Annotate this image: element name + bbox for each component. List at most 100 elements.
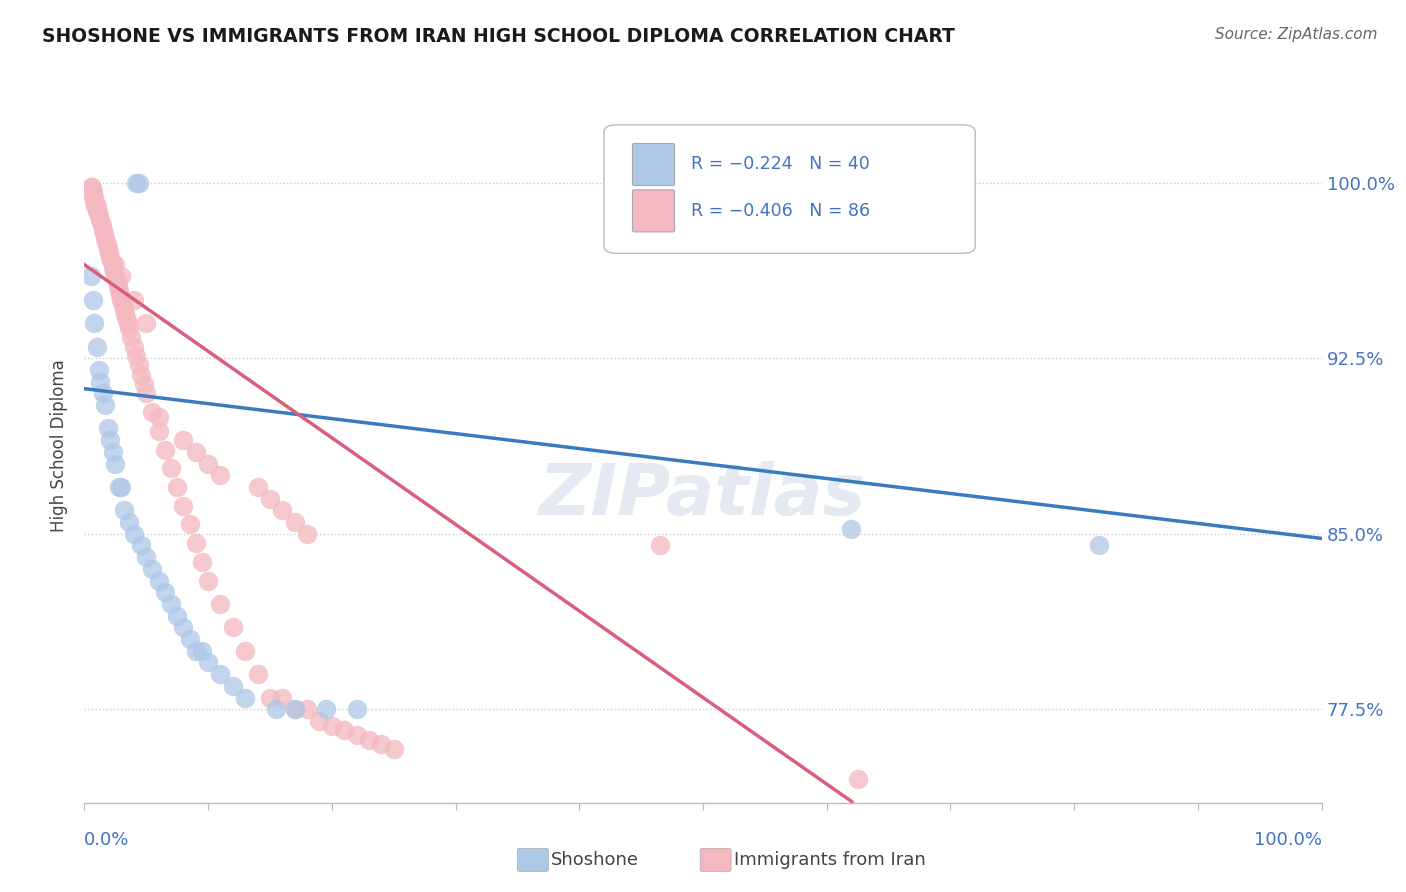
Point	[89, 209, 111, 223]
Point	[118, 515, 141, 529]
Point	[135, 316, 157, 330]
Point	[91, 386, 114, 401]
Point	[83, 316, 105, 330]
Point	[846, 772, 869, 787]
Point	[648, 538, 671, 552]
Text: Source: ZipAtlas.com: Source: ZipAtlas.com	[1215, 27, 1378, 42]
Point	[141, 562, 163, 576]
Point	[110, 293, 132, 307]
Point	[91, 222, 114, 236]
Point	[259, 491, 281, 506]
Point	[107, 278, 129, 293]
Point	[160, 461, 183, 475]
Point	[125, 349, 148, 363]
Point	[184, 536, 207, 550]
Point	[108, 480, 131, 494]
Point	[233, 644, 256, 658]
Point	[89, 375, 111, 389]
Point	[79, 269, 101, 284]
Text: R = −0.224   N = 40: R = −0.224 N = 40	[690, 155, 869, 173]
Point	[315, 702, 337, 716]
Point	[172, 433, 194, 447]
Point	[86, 203, 108, 218]
Point	[233, 690, 256, 705]
Point	[135, 550, 157, 565]
FancyBboxPatch shape	[633, 144, 675, 186]
Point	[184, 445, 207, 459]
Point	[83, 194, 105, 209]
Point	[114, 307, 136, 321]
Point	[93, 227, 115, 242]
Point	[82, 190, 104, 204]
Text: Shoshone: Shoshone	[551, 851, 640, 869]
Point	[172, 620, 194, 634]
Point	[284, 702, 307, 716]
Point	[87, 203, 110, 218]
Point	[246, 667, 269, 681]
Point	[197, 574, 219, 588]
Point	[120, 330, 142, 344]
Text: 0.0%: 0.0%	[84, 831, 129, 849]
Point	[197, 457, 219, 471]
Point	[108, 284, 131, 298]
Point	[129, 368, 152, 382]
Point	[101, 445, 124, 459]
Point	[98, 246, 121, 260]
Point	[357, 732, 380, 747]
Point	[84, 199, 107, 213]
Text: 100.0%: 100.0%	[1254, 831, 1322, 849]
Point	[96, 236, 118, 251]
Point	[166, 480, 188, 494]
Point	[209, 667, 232, 681]
Point	[841, 522, 863, 536]
Point	[122, 340, 145, 354]
Point	[89, 363, 111, 377]
Point	[172, 499, 194, 513]
Point	[308, 714, 330, 728]
Point	[346, 702, 368, 716]
Point	[80, 185, 103, 199]
Point	[104, 457, 127, 471]
Point	[97, 421, 120, 435]
Point	[346, 728, 368, 742]
Text: ZIPatlas: ZIPatlas	[540, 461, 866, 531]
Point	[97, 241, 120, 255]
Point	[125, 176, 148, 190]
Point	[148, 424, 170, 438]
Point	[370, 737, 392, 751]
Point	[79, 180, 101, 194]
Point	[271, 690, 294, 705]
Point	[295, 702, 318, 716]
Point	[271, 503, 294, 517]
Point	[86, 340, 108, 354]
Point	[209, 468, 232, 483]
Point	[89, 213, 111, 227]
Point	[141, 405, 163, 419]
Point	[82, 185, 104, 199]
Point	[246, 480, 269, 494]
Point	[264, 702, 287, 716]
FancyBboxPatch shape	[633, 190, 675, 232]
Point	[94, 232, 117, 246]
Point	[98, 246, 121, 260]
Point	[111, 297, 134, 311]
Text: Immigrants from Iran: Immigrants from Iran	[734, 851, 925, 869]
Point	[166, 608, 188, 623]
Point	[333, 723, 356, 738]
Point	[222, 679, 245, 693]
Point	[80, 180, 103, 194]
Point	[100, 255, 122, 269]
Point	[197, 656, 219, 670]
Text: SHOSHONE VS IMMIGRANTS FROM IRAN HIGH SCHOOL DIPLOMA CORRELATION CHART: SHOSHONE VS IMMIGRANTS FROM IRAN HIGH SC…	[42, 27, 955, 45]
Point	[112, 302, 135, 317]
Point	[128, 176, 150, 190]
Point	[382, 742, 405, 756]
Point	[103, 265, 125, 279]
Point	[179, 632, 201, 646]
Point	[83, 190, 105, 204]
Point	[98, 433, 121, 447]
Point	[82, 293, 104, 307]
Point	[179, 517, 201, 532]
Y-axis label: High School Diploma: High School Diploma	[51, 359, 69, 533]
Point	[132, 376, 155, 391]
